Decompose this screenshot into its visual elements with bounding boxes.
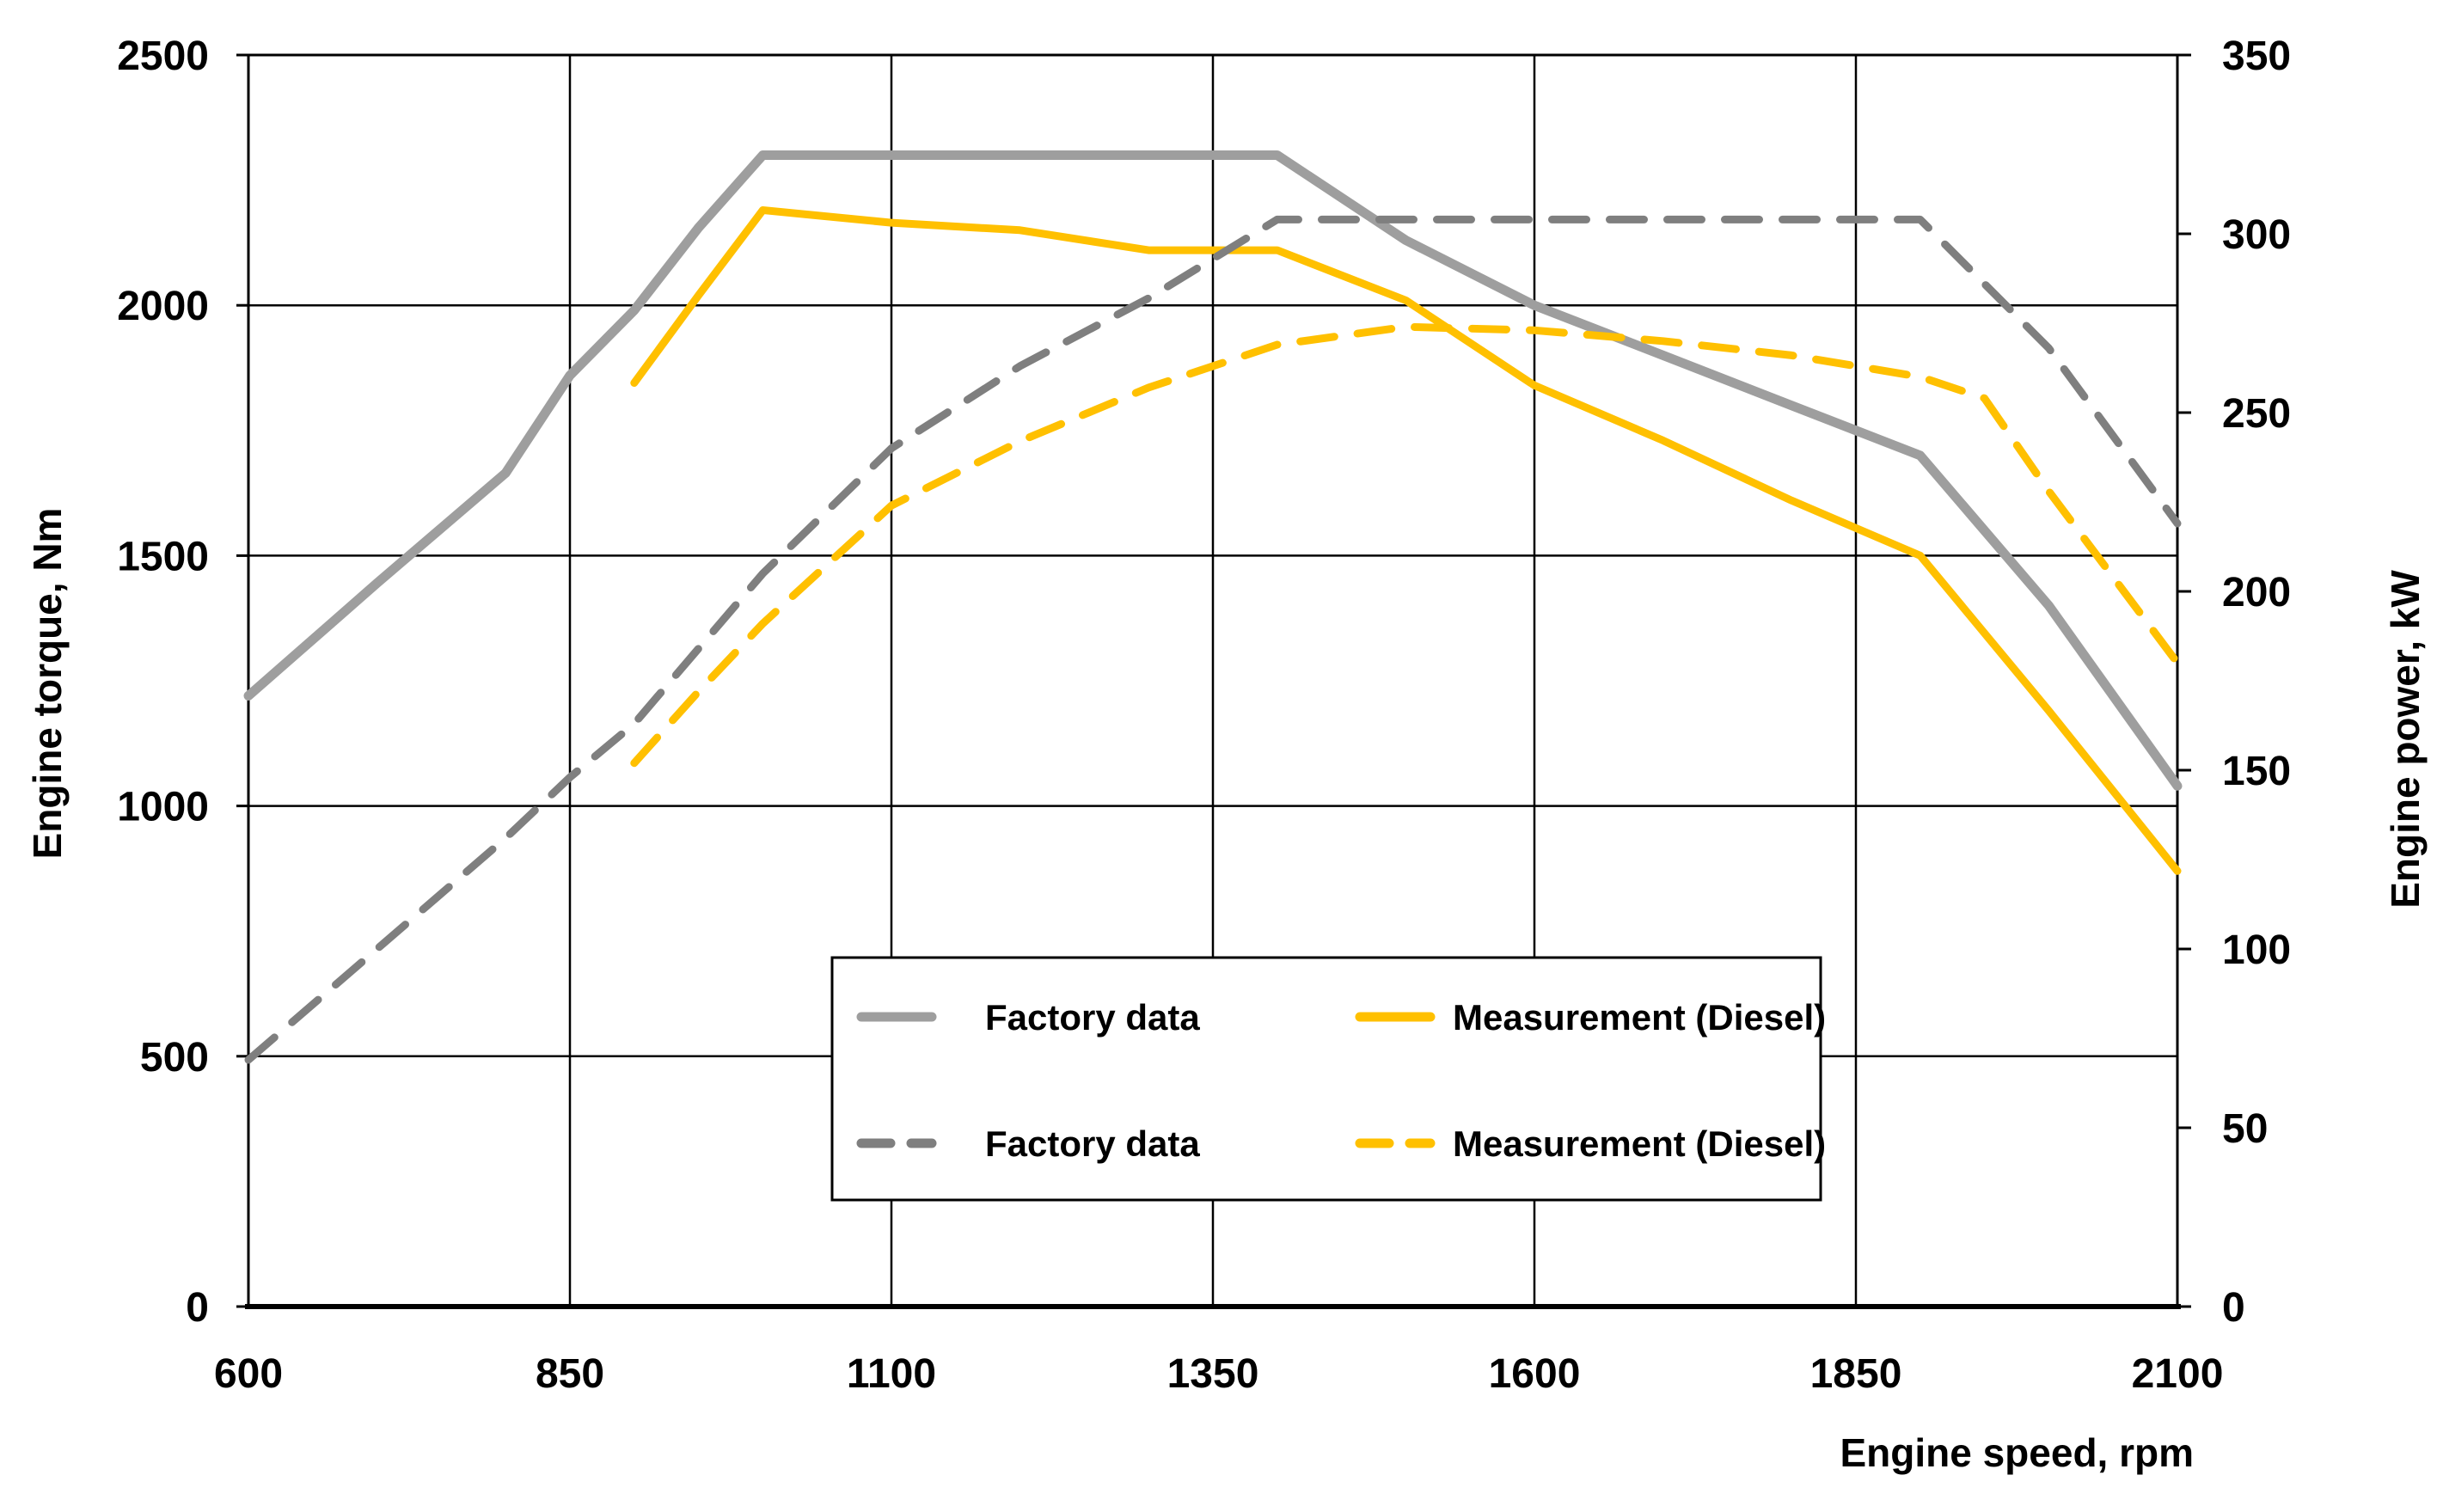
y-left-tick-label: 1000 xyxy=(117,785,209,830)
legend-box xyxy=(830,956,1822,1202)
y-left-tick-label: 1500 xyxy=(117,534,209,579)
x-tick-label: 1350 xyxy=(1167,1351,1259,1397)
y-right-tick-label: 150 xyxy=(2222,749,2291,794)
legend-label: Measurement (Diesel) xyxy=(1453,1123,1826,1164)
y-left-tick-label: 500 xyxy=(140,1035,209,1080)
x-tick-label: 1600 xyxy=(1489,1351,1581,1397)
y-left-tick-label: 0 xyxy=(186,1285,209,1331)
y-right-tick-label: 200 xyxy=(2222,570,2291,615)
x-axis-label: Engine speed, rpm xyxy=(1840,1430,2194,1475)
y-right-tick-label: 50 xyxy=(2222,1106,2268,1152)
y-right-tick-label: 350 xyxy=(2222,34,2291,79)
y-right-tick-label: 250 xyxy=(2222,391,2291,437)
legend-label: Factory data xyxy=(985,997,1200,1038)
y-right-tick-label: 0 xyxy=(2222,1285,2245,1331)
x-tick-label: 1850 xyxy=(1810,1351,1902,1397)
series-line-factory-torque xyxy=(243,150,2183,791)
legend-label: Measurement (Diesel) xyxy=(1453,997,1826,1038)
series-line-measurement-torque xyxy=(630,206,2182,875)
series-line-factory-power xyxy=(244,215,2182,1064)
x-tick-label: 600 xyxy=(214,1351,283,1397)
x-tick-label: 850 xyxy=(536,1351,604,1397)
legend-label: Factory data xyxy=(985,1123,1200,1164)
x-tick-label: 2100 xyxy=(2132,1351,2224,1397)
series-line-measurement-power xyxy=(630,322,2182,768)
x-tick-label: 1100 xyxy=(847,1351,936,1397)
y-left-tick-label: 2000 xyxy=(117,284,209,329)
y-axis-label-left: Engine torque, Nm xyxy=(25,507,70,860)
y-right-tick-label: 100 xyxy=(2222,927,2291,973)
y-left-tick-label: 2500 xyxy=(117,34,209,79)
y-axis-label-right: Engine power, kW xyxy=(2383,570,2428,909)
y-right-tick-label: 300 xyxy=(2222,212,2291,258)
